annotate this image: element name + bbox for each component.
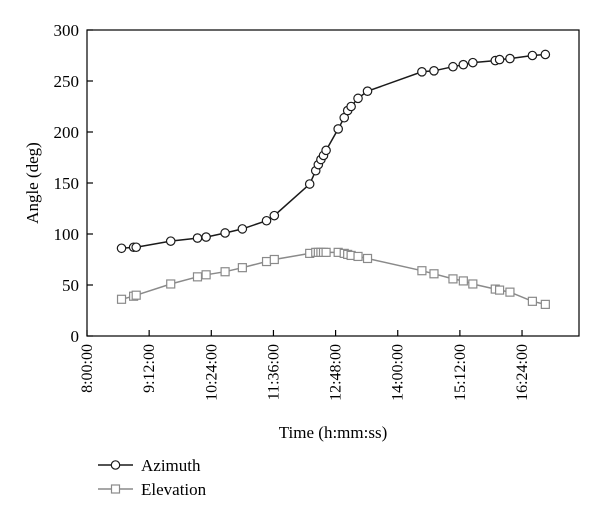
elevation-point <box>321 247 331 257</box>
elevation-point <box>417 266 427 276</box>
azimuth-point <box>527 50 538 61</box>
legend-azimuth-label: Azimuth <box>141 456 201 475</box>
elevation-point <box>429 269 439 279</box>
azimuth-point <box>192 233 203 243</box>
azimuth-point <box>540 49 551 60</box>
elevation-point <box>540 299 550 309</box>
azimuth-point <box>417 67 427 77</box>
elevation-point <box>527 296 537 306</box>
azimuth-line <box>121 53 546 250</box>
y-tick-label: 300 <box>54 21 80 40</box>
azimuth-point <box>220 228 230 238</box>
series-layer <box>116 49 551 309</box>
legend-elevation-label: Elevation <box>141 480 207 499</box>
x-axis: 8:00:00 9:12:00 10:24:00 11:36:00 12:48:00 14… <box>79 330 531 401</box>
elevation-point <box>192 272 203 282</box>
elevation-point <box>166 279 176 289</box>
elevation-point <box>220 267 230 277</box>
y-tick-label: 150 <box>54 174 80 193</box>
y-axis: 0 50 100 150 200 250 300 <box>54 21 93 346</box>
azimuth-point <box>362 86 373 96</box>
legend-azimuth-marker <box>110 460 121 470</box>
azimuth-point <box>304 179 315 189</box>
azimuth-point <box>458 59 469 70</box>
y-tick-label: 100 <box>54 225 80 244</box>
elevation-point <box>458 276 468 286</box>
azimuth-point <box>269 210 280 221</box>
plot-frame <box>86 29 580 337</box>
x-tick-label: 10:24:00 <box>203 344 220 401</box>
azimuth-point <box>353 93 363 104</box>
azimuth-point <box>333 124 343 134</box>
x-axis-label: Time (h:mm:ss) <box>279 423 387 442</box>
x-tick-label: 8:00:00 <box>79 344 96 393</box>
x-tick-label: 12:48:00 <box>328 344 345 401</box>
azimuth-point <box>261 215 272 226</box>
azimuth-point <box>131 242 141 253</box>
azimuth-point <box>468 57 478 68</box>
azimuth-point <box>237 224 248 234</box>
legend: Azimuth Elevation <box>98 456 207 499</box>
x-tick-label: 11:36:00 <box>265 344 282 400</box>
azimuth-point <box>165 236 176 246</box>
azimuth-point <box>494 54 505 65</box>
elevation-point <box>362 253 373 264</box>
elevation-point <box>261 256 272 267</box>
elevation-point <box>353 251 363 262</box>
elevation-point <box>237 263 247 273</box>
azimuth-point <box>429 66 439 76</box>
elevation-point <box>468 279 478 289</box>
y-axis-label: Angle (deg) <box>23 142 42 224</box>
y-tick-label: 200 <box>54 123 80 142</box>
y-tick-label: 250 <box>54 72 80 91</box>
azimuth-point <box>346 101 356 112</box>
elevation-point <box>448 274 458 284</box>
elevation-point <box>131 290 141 300</box>
x-tick-label: 15:12:00 <box>452 344 469 401</box>
azimuth-point <box>321 145 331 156</box>
azimuth-point <box>201 232 211 242</box>
y-tick-label: 50 <box>62 276 79 295</box>
y-tick-label: 0 <box>71 327 80 346</box>
azimuth-point <box>448 61 458 72</box>
azimuth-point <box>116 243 127 254</box>
legend-elevation-marker <box>110 484 121 494</box>
azimuth-point <box>505 53 515 64</box>
elevation-point <box>116 294 127 304</box>
elevation-point <box>505 287 515 297</box>
elevation-line <box>121 251 546 306</box>
x-tick-label: 16:24:00 <box>514 344 531 401</box>
elevation-point <box>269 254 279 265</box>
x-tick-label: 9:12:00 <box>141 344 158 393</box>
elevation-point <box>201 270 211 280</box>
elevation-point <box>494 285 505 295</box>
x-tick-label: 14:00:00 <box>390 344 407 401</box>
